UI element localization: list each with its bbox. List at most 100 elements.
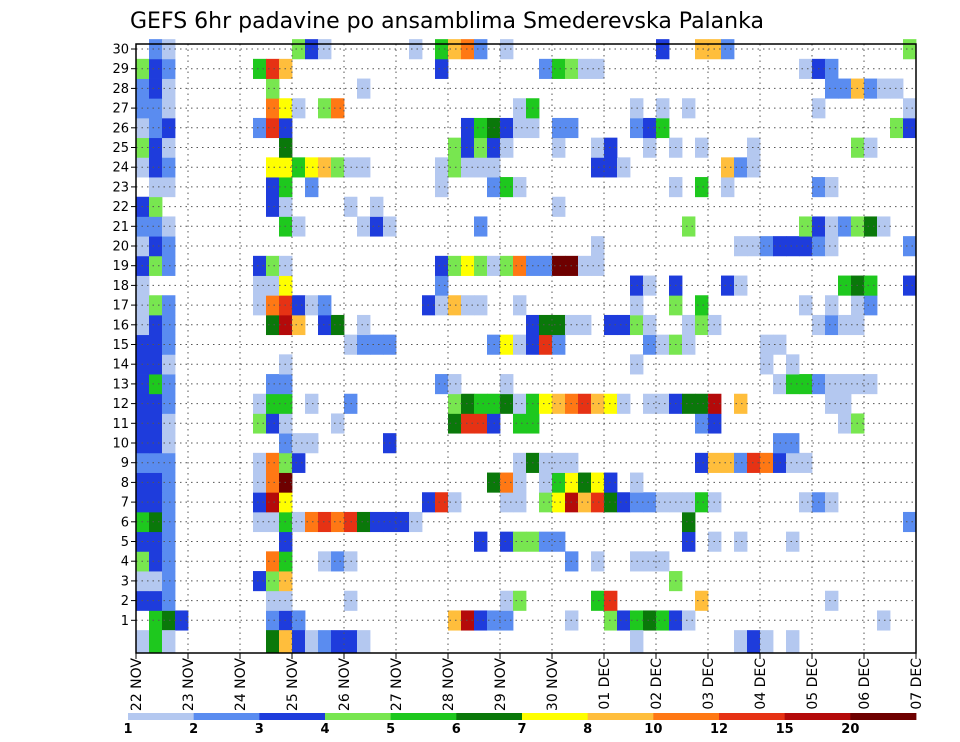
y-tick-label: 12: [112, 397, 129, 412]
heatmap-cell: [461, 255, 475, 276]
heatmap-cell: [825, 393, 839, 414]
heatmap-cell: [643, 314, 657, 336]
heatmap-cell: [461, 393, 475, 414]
heatmap-cell: [435, 275, 449, 296]
heatmap-cell: [838, 413, 852, 434]
legend-label: 12: [710, 722, 728, 737]
y-tick-label: 13: [112, 377, 129, 392]
heatmap-cell: [578, 492, 592, 513]
heatmap-cell: [864, 295, 878, 316]
heatmap-cell: [864, 374, 878, 395]
legend-label: 20: [841, 722, 859, 737]
heatmap-cell: [149, 571, 163, 592]
heatmap-cell: [162, 630, 176, 653]
y-tick-label: 2: [121, 594, 129, 609]
heatmap-cell: [448, 492, 462, 513]
heatmap-cell: [747, 157, 761, 178]
heatmap-cell: [513, 492, 527, 513]
legend-label: 1: [123, 722, 132, 737]
legend-label: 7: [517, 722, 526, 737]
heatmap-cell: [149, 590, 163, 611]
heatmap-cell: [695, 452, 709, 473]
heatmap-cell: [643, 551, 657, 572]
heatmap-cell: [253, 295, 267, 316]
heatmap-cell: [643, 610, 657, 631]
heatmap-cell: [552, 472, 566, 493]
heatmap-cell: [799, 236, 813, 257]
heatmap-cell: [461, 117, 475, 139]
heatmap-cell: [513, 177, 527, 198]
heatmap-cell: [747, 137, 761, 158]
heatmap-cell: [786, 433, 800, 454]
heatmap-cell: [305, 433, 319, 454]
y-tick-label: 1: [121, 614, 129, 629]
heatmap-cell: [903, 98, 917, 119]
heatmap-cell: [357, 157, 371, 178]
legend-swatch: [784, 713, 851, 720]
heatmap-cell: [695, 314, 709, 336]
heatmap-cell: [292, 295, 306, 316]
heatmap-cell: [838, 216, 852, 237]
y-tick-label: 21: [112, 220, 129, 235]
heatmap-cell: [448, 295, 462, 316]
heatmap-cell: [266, 571, 280, 592]
heatmap-cell: [500, 393, 514, 414]
heatmap-cell: [682, 492, 696, 513]
y-tick-label: 25: [112, 141, 129, 156]
heatmap-cell: [500, 590, 514, 611]
heatmap-cell: [864, 216, 878, 237]
legend-label: 2: [189, 722, 198, 737]
heatmap-cell: [253, 492, 267, 513]
heatmap-cell: [253, 393, 267, 414]
heatmap-cell: [539, 58, 553, 79]
heatmap-cell: [149, 255, 163, 276]
heatmap-cell: [461, 413, 475, 434]
heatmap-cell: [266, 551, 280, 572]
heatmap-cell: [825, 492, 839, 513]
heatmap-cell: [617, 314, 631, 336]
heatmap-cell: [266, 78, 280, 99]
heatmap-cell: [253, 452, 267, 473]
heatmap-cell: [253, 117, 267, 139]
heatmap-cell: [747, 452, 761, 473]
heatmap-cell: [266, 590, 280, 611]
legend-swatch: [522, 713, 589, 720]
heatmap-cell: [253, 58, 267, 79]
legend-swatch: [850, 713, 917, 720]
heatmap-cell: [253, 255, 267, 276]
heatmap-cell: [266, 511, 280, 533]
heatmap-cell: [734, 630, 748, 653]
heatmap-cell: [162, 58, 176, 79]
heatmap-cell: [721, 177, 735, 198]
heatmap-cell: [552, 137, 566, 158]
heatmap-cell: [513, 393, 527, 414]
heatmap-cell: [448, 374, 462, 395]
heatmap-cell: [149, 334, 163, 355]
heatmap-cell: [513, 452, 527, 473]
heatmap-cell: [695, 137, 709, 158]
heatmap-cell: [656, 39, 670, 60]
heatmap-cell: [357, 78, 371, 99]
heatmap-cell: [760, 334, 774, 355]
x-tick-label: 04 DEC: [753, 658, 769, 710]
heatmap-cell: [344, 630, 358, 653]
heatmap-cell: [162, 255, 176, 276]
heatmap-cell: [552, 531, 566, 552]
heatmap-cell: [162, 334, 176, 355]
heatmap-cell: [435, 374, 449, 395]
heatmap-cell: [604, 590, 618, 611]
heatmap-cell: [578, 58, 592, 79]
heatmap-cell: [552, 117, 566, 139]
heatmap-cell: [162, 492, 176, 513]
heatmap-cell: [162, 452, 176, 473]
heatmap-cell: [318, 511, 332, 533]
color-legend: 1 2 3 4 5 6 7 8 10 12 15 20: [123, 713, 917, 737]
y-tick-label: 24: [112, 161, 129, 176]
heatmap-cell: [903, 275, 917, 296]
y-tick-label: 22: [112, 200, 129, 215]
heatmap-cell: [266, 295, 280, 316]
heatmap-cell: [539, 334, 553, 355]
x-tick-label: 01 DEC: [597, 658, 613, 710]
heatmap-cell: [149, 117, 163, 139]
heatmap-cell: [318, 551, 332, 572]
